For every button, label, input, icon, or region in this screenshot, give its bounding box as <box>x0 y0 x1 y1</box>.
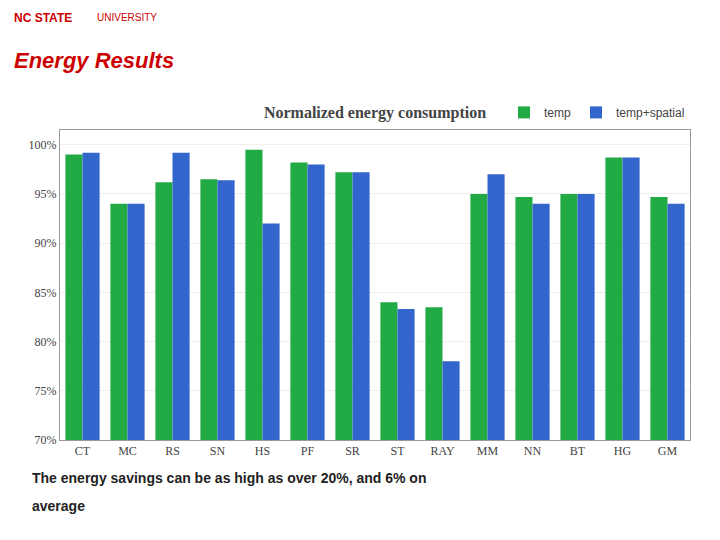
svg-text:70%: 70% <box>35 433 57 447</box>
svg-text:NN: NN <box>524 444 542 458</box>
svg-text:RS: RS <box>165 444 180 458</box>
svg-text:MC: MC <box>118 444 137 458</box>
svg-text:95%: 95% <box>35 187 57 201</box>
svg-text:MM: MM <box>477 444 499 458</box>
svg-text:SR: SR <box>345 444 360 458</box>
svg-text:80%: 80% <box>35 335 57 349</box>
svg-text:ST: ST <box>390 444 405 458</box>
svg-text:average: average <box>32 498 85 514</box>
svg-text:SN: SN <box>210 444 226 458</box>
svg-text:PF: PF <box>301 444 315 458</box>
svg-text:The energy savings can be as h: The energy savings can be as high as ove… <box>32 470 426 486</box>
svg-text:Energy Results: Energy Results <box>14 48 174 73</box>
svg-text:UNIVERSITY: UNIVERSITY <box>97 12 157 23</box>
svg-text:BT: BT <box>570 444 586 458</box>
svg-text:HS: HS <box>255 444 270 458</box>
svg-text:GM: GM <box>658 444 678 458</box>
svg-text:Normalized energy consumption: Normalized energy consumption <box>264 104 486 122</box>
svg-text:temp: temp <box>544 106 571 120</box>
svg-text:100%: 100% <box>29 138 57 152</box>
svg-text:RAY: RAY <box>430 444 455 458</box>
svg-text:90%: 90% <box>35 236 57 250</box>
svg-text:85%: 85% <box>35 286 57 300</box>
svg-text:temp+spatial: temp+spatial <box>616 106 684 120</box>
svg-text:75%: 75% <box>35 384 57 398</box>
svg-text:NC STATE: NC STATE <box>14 11 72 25</box>
svg-text:CT: CT <box>75 444 91 458</box>
svg-text:HG: HG <box>614 444 632 458</box>
